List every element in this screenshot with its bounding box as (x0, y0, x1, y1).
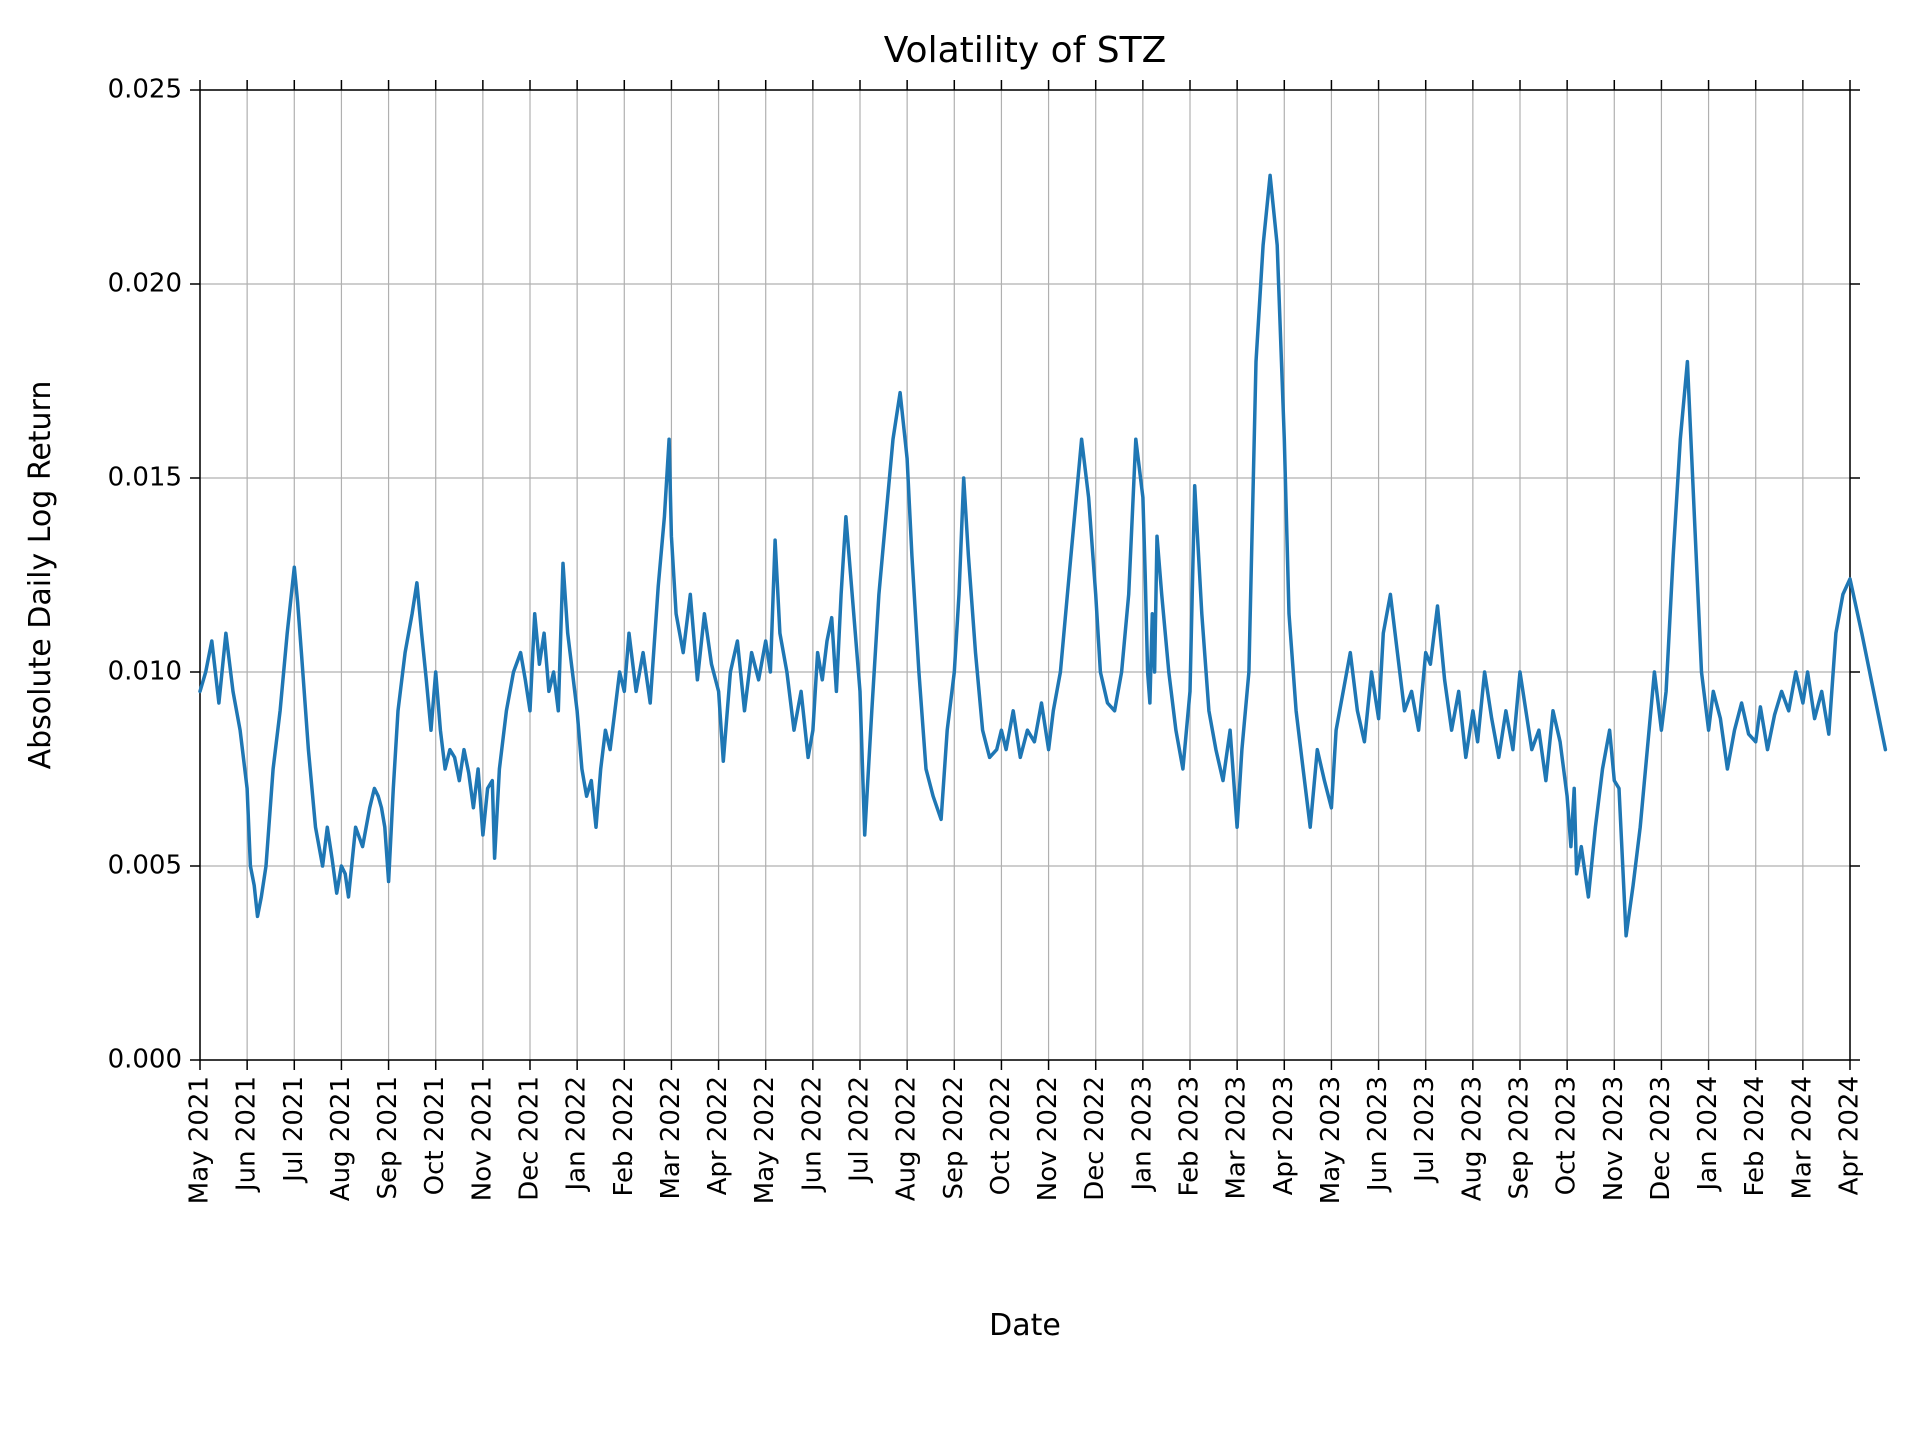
xtick-label: Feb 2022 (609, 1076, 639, 1196)
xtick-label: Jan 2023 (1127, 1076, 1157, 1193)
xtick-label: Nov 2023 (1599, 1076, 1629, 1201)
chart-title: Volatility of STZ (884, 30, 1167, 71)
xtick-label: Jan 2022 (562, 1076, 592, 1193)
ytick-label: 0.015 (108, 463, 182, 493)
ytick-label: 0.010 (108, 657, 182, 687)
xtick-label: Jun 2022 (797, 1076, 827, 1193)
xtick-label: Dec 2021 (515, 1076, 545, 1201)
xtick-label: Mar 2022 (656, 1076, 686, 1200)
xtick-label: Aug 2023 (1457, 1076, 1487, 1201)
volatility-chart: 0.000 0.005 0.010 0.015 0.020 0.025 May 2021 Ju… (0, 0, 1920, 1440)
xtick-label: Sep 2022 (939, 1076, 969, 1199)
xtick-label: Apr 2024 (1835, 1076, 1865, 1195)
xtick-label: Aug 2022 (892, 1076, 922, 1201)
xtick-label: Dec 2022 (1080, 1076, 1110, 1201)
xtick-label: Jun 2023 (1363, 1076, 1393, 1193)
xtick-label: Jan 2024 (1693, 1076, 1723, 1193)
xtick-label: May 2021 (185, 1076, 215, 1204)
xtick-label: Jul 2022 (845, 1076, 875, 1184)
xtick-label: Oct 2022 (986, 1076, 1016, 1195)
xtick-label: Oct 2021 (420, 1076, 450, 1195)
chart-svg: 0.000 0.005 0.010 0.015 0.020 0.025 May 2021 Ju… (0, 0, 1920, 1440)
x-axis-label: Date (989, 1308, 1061, 1343)
ytick-label: 0.005 (108, 851, 182, 881)
xtick-label: Sep 2021 (373, 1076, 403, 1199)
xtick-label: Feb 2024 (1740, 1076, 1770, 1196)
xtick-label: Mar 2023 (1222, 1076, 1252, 1200)
xtick-label: Apr 2022 (703, 1076, 733, 1195)
xtick-label: Feb 2023 (1175, 1076, 1205, 1196)
xtick-label: Apr 2023 (1269, 1076, 1299, 1195)
xtick-label: Nov 2021 (467, 1076, 497, 1201)
xtick-label: Dec 2023 (1646, 1076, 1676, 1201)
volatility-line (200, 175, 1885, 935)
xtick-label: Sep 2023 (1505, 1076, 1535, 1199)
xtick-label: Aug 2021 (326, 1076, 356, 1201)
ytick-label: 0.000 (108, 1045, 182, 1075)
xtick-label: Jun 2021 (232, 1076, 262, 1193)
xtick-label: Jul 2021 (279, 1076, 309, 1184)
xtick-label: Oct 2023 (1552, 1076, 1582, 1195)
xtick-label: May 2023 (1316, 1076, 1346, 1204)
xtick-label: Jul 2023 (1410, 1076, 1440, 1184)
y-axis-label: Absolute Daily Log Return (23, 381, 58, 770)
xtick-label: May 2022 (750, 1076, 780, 1204)
plot-border (200, 90, 1850, 1060)
xtick-label: Nov 2022 (1033, 1076, 1063, 1201)
ytick-label: 0.025 (108, 75, 182, 105)
xtick-label: Mar 2024 (1787, 1076, 1817, 1200)
ytick-label: 0.020 (108, 269, 182, 299)
